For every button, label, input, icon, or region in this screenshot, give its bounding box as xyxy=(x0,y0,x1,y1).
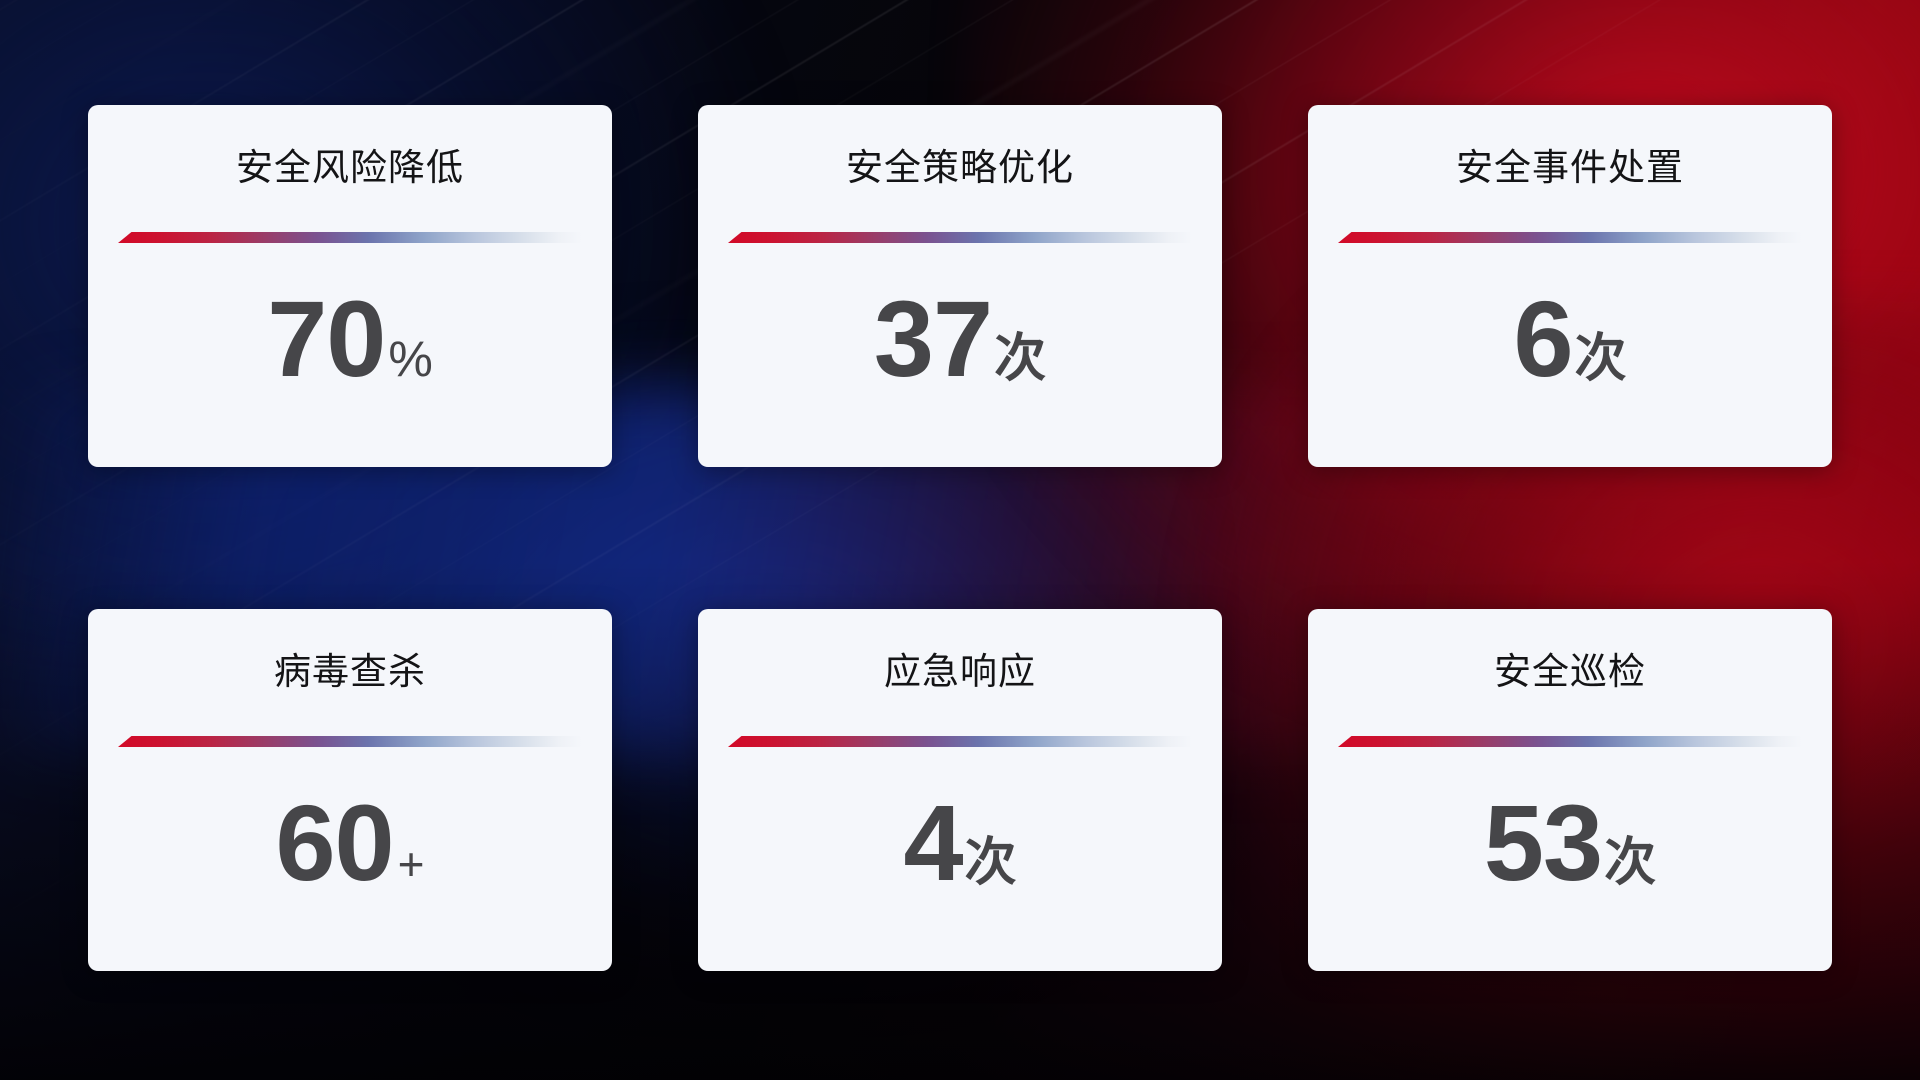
metric-card-title: 安全策略优化 xyxy=(846,147,1074,188)
metric-card-divider xyxy=(728,736,1192,747)
metric-card-title: 安全巡检 xyxy=(1494,651,1646,692)
metric-value-unit: 次 xyxy=(1574,330,1627,388)
metric-value-number: 4 xyxy=(903,782,963,903)
metric-card-divider xyxy=(728,232,1192,243)
metric-value-number: 37 xyxy=(873,278,993,399)
metric-value-unit: % xyxy=(388,331,433,387)
gradient-rule xyxy=(118,736,582,747)
metric-card: 安全策略优化 37 次 xyxy=(698,105,1222,467)
metric-value-unit: 次 xyxy=(994,330,1047,388)
metric-card-title: 应急响应 xyxy=(884,651,1036,692)
metric-value-number: 60 xyxy=(275,782,394,903)
metric-card-value: 53 次 xyxy=(1484,789,1656,897)
metric-value-unit: 次 xyxy=(964,834,1017,892)
gradient-rule xyxy=(1338,232,1802,243)
metric-card-value: 70% xyxy=(267,285,433,393)
metric-card-divider xyxy=(1338,232,1802,243)
gradient-rule xyxy=(728,736,1192,747)
metric-card: 应急响应 4 次 xyxy=(698,609,1222,971)
metric-card-divider xyxy=(118,736,582,747)
metric-value-unit: + xyxy=(397,838,425,890)
gradient-rule xyxy=(118,232,582,243)
gradient-rule xyxy=(728,232,1192,243)
metric-card-grid: 安全风险降低 70% 安全策略优化 37 次安全事件处置 6 次病毒查杀 60 + 应急响应 4 次安… xyxy=(88,105,1832,971)
metric-value-number: 6 xyxy=(1513,278,1573,399)
metric-card-value: 37 次 xyxy=(874,285,1046,393)
metric-card: 安全巡检 53 次 xyxy=(1308,609,1832,971)
metric-value-unit: 次 xyxy=(1604,834,1657,892)
metric-card: 安全事件处置 6 次 xyxy=(1308,105,1832,467)
metric-card-title: 安全风险降低 xyxy=(236,147,464,188)
metric-card-title: 病毒查杀 xyxy=(274,651,426,692)
metric-value-number: 70 xyxy=(267,278,386,399)
metric-card: 病毒查杀 60 + xyxy=(88,609,612,971)
metric-card: 安全风险降低 70% xyxy=(88,105,612,467)
metric-card-divider xyxy=(1338,736,1802,747)
metric-card-value: 60 + xyxy=(275,789,424,897)
metric-value-number: 53 xyxy=(1483,782,1603,903)
metric-card-divider xyxy=(118,232,582,243)
gradient-rule xyxy=(1338,736,1802,747)
metric-card-title: 安全事件处置 xyxy=(1456,147,1684,188)
